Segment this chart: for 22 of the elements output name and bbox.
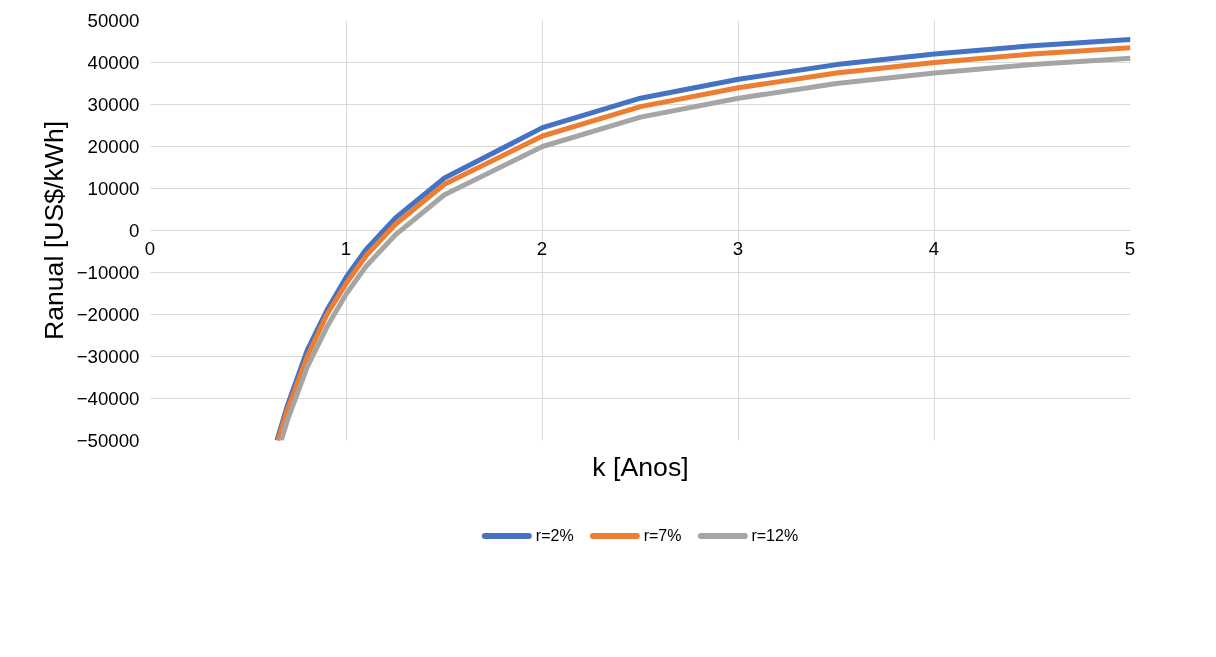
x-tick-label: 3 [732, 238, 744, 260]
y-tick-label: 20000 [87, 136, 140, 157]
y-tick-label: −30000 [76, 346, 140, 367]
y-axis-title: Ranual [US$/kWh] [38, 120, 69, 341]
y-tick-label: −40000 [76, 388, 140, 409]
legend-label: r=12% [751, 527, 799, 545]
x-tick-label: 5 [1124, 238, 1136, 260]
legend-label: r=7% [643, 527, 682, 545]
x-tick-label: 4 [928, 238, 940, 260]
x-tick-label: 2 [536, 238, 548, 260]
x-axis-title: k [Anos] [592, 451, 689, 482]
y-tick-label: 40000 [87, 52, 140, 73]
x-tick-label: 1 [340, 238, 352, 260]
y-tick-label: 50000 [87, 10, 140, 31]
y-tick-label: −50000 [76, 430, 140, 451]
legend-label: r=2% [535, 527, 574, 545]
y-tick-label: −10000 [76, 262, 140, 283]
y-tick-label: −20000 [76, 304, 140, 325]
y-tick-label: 0 [129, 220, 140, 241]
x-tick-label: 0 [144, 238, 156, 260]
y-tick-label: 10000 [87, 178, 140, 199]
y-tick-label: 30000 [87, 94, 140, 115]
